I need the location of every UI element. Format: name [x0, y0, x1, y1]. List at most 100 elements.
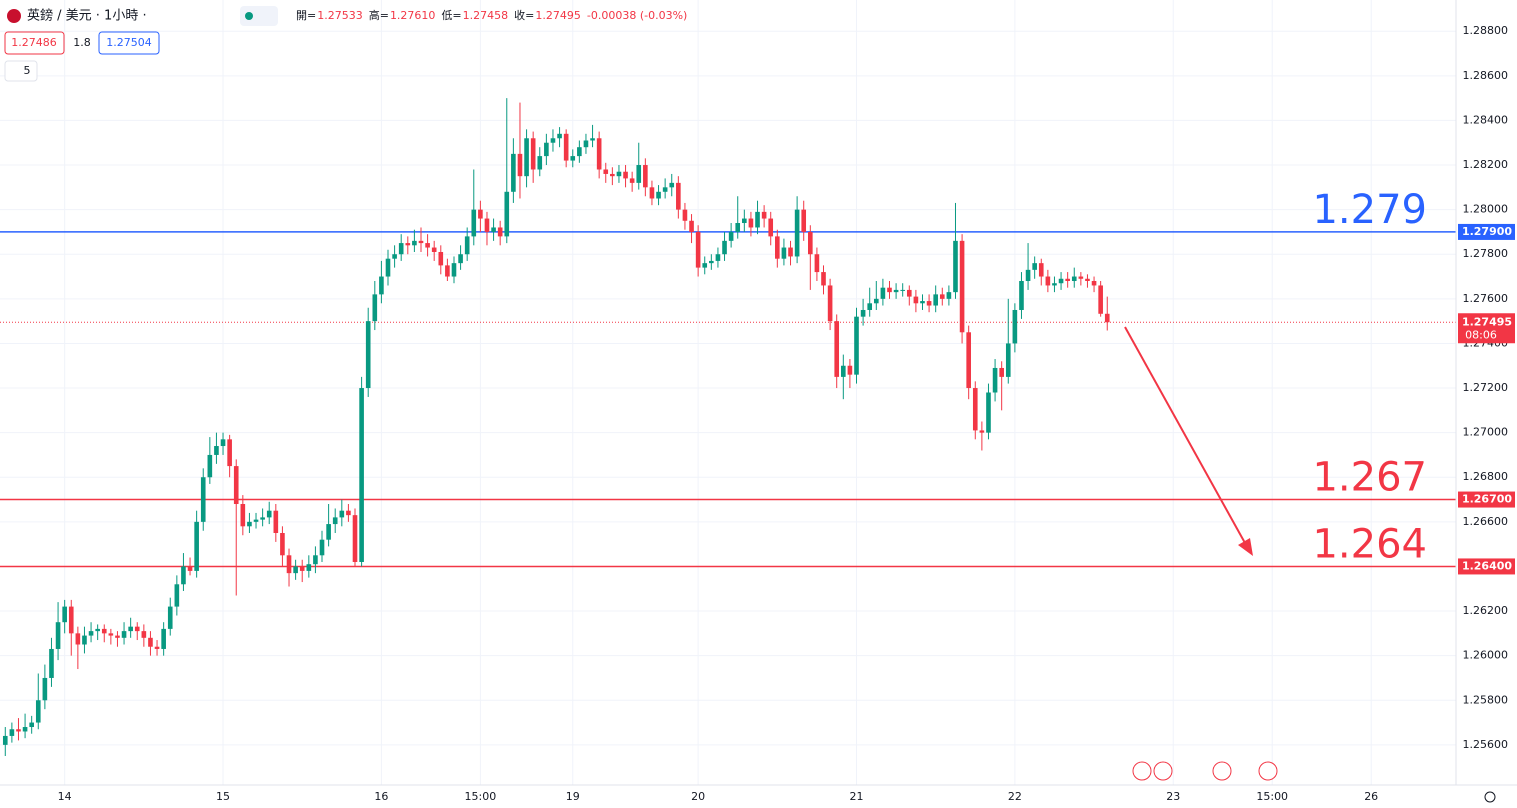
grid	[0, 0, 1456, 785]
candle-body	[682, 209, 688, 221]
y-tick-label: 1.28600	[1463, 69, 1509, 82]
y-tick-label: 1.27800	[1463, 247, 1509, 260]
candle-body	[854, 316, 859, 375]
ohlc-value: 1.27458	[463, 9, 509, 22]
candle-body	[887, 287, 892, 293]
candle-body	[398, 243, 404, 255]
bid-box[interactable]	[4, 31, 65, 55]
candle-body	[154, 646, 160, 649]
levels: 1.279 1.267 1.264	[0, 187, 1456, 567]
candle-body	[966, 332, 971, 389]
candle-body	[121, 631, 127, 638]
candle-body	[405, 243, 411, 246]
candle-body	[1091, 280, 1097, 286]
candle-body	[42, 677, 48, 701]
candle-body	[451, 263, 457, 277]
candle-body	[346, 510, 351, 516]
ohlc-label: 收=	[514, 8, 534, 22]
status-pill[interactable]	[240, 6, 278, 26]
indicators-toggle[interactable]	[4, 60, 38, 82]
candle-body	[999, 367, 1004, 377]
candle-body	[266, 510, 272, 518]
candle-body	[920, 301, 925, 304]
candle-body	[207, 454, 213, 478]
candle-body	[240, 504, 246, 527]
candle-body	[748, 218, 754, 228]
candle-body	[669, 182, 675, 188]
candle-body	[220, 439, 226, 447]
event-icon[interactable]	[1132, 761, 1152, 781]
candle-body	[471, 209, 477, 237]
candle-body	[445, 265, 450, 277]
candle-body	[775, 236, 780, 259]
candle-body	[979, 430, 985, 433]
settings-icon[interactable]	[1484, 791, 1496, 803]
candle-body	[827, 285, 833, 322]
candle-body	[933, 294, 938, 306]
candle-body	[1104, 313, 1110, 323]
candle-body	[134, 626, 140, 632]
event-icon[interactable]	[1258, 761, 1278, 781]
candle-body	[16, 729, 21, 732]
candle-body	[464, 236, 470, 255]
candle-body	[728, 231, 734, 241]
candle-body	[55, 622, 61, 649]
change: -0.00038 (-0.03%)	[587, 9, 687, 22]
candle-body	[458, 254, 463, 264]
y-tick-label: 1.28400	[1463, 113, 1509, 126]
candle-body	[253, 519, 259, 522]
candle-body	[148, 637, 153, 647]
candle-body	[788, 247, 793, 257]
candle-body	[972, 388, 978, 431]
candle-body	[596, 138, 602, 170]
spread: 1.8	[73, 36, 91, 49]
candle-body	[260, 517, 265, 520]
candle-body	[643, 165, 648, 188]
candle-body	[438, 252, 444, 266]
level-label: 1.264	[1312, 521, 1427, 567]
candle-body	[214, 446, 219, 455]
candle-body	[880, 287, 886, 299]
candle-body	[1085, 278, 1090, 281]
candle-body	[372, 294, 378, 322]
event-icon[interactable]	[1153, 761, 1173, 781]
candle-body	[101, 628, 107, 634]
candle-body	[550, 138, 556, 143]
candle-body	[511, 153, 516, 192]
candle-body	[412, 240, 417, 246]
x-tick-label: 16	[374, 790, 388, 803]
ask-box[interactable]	[98, 31, 160, 55]
candle-body	[570, 156, 576, 161]
event-icon[interactable]	[1212, 761, 1232, 781]
candle-body	[385, 258, 391, 277]
candle-body	[88, 631, 94, 636]
candle-body	[992, 367, 998, 393]
candle-body	[959, 240, 965, 333]
candle-body	[755, 211, 760, 228]
candle-body	[418, 240, 424, 244]
last-price-box	[1458, 313, 1515, 344]
x-tick-label: 15:00	[1256, 790, 1288, 803]
y-tick-label: 1.27200	[1463, 381, 1509, 394]
y-tick-label: 1.27600	[1463, 292, 1509, 305]
last-price-label: 1.27495	[1462, 315, 1512, 328]
candle-body	[583, 140, 589, 148]
candle-body	[332, 517, 338, 525]
candle-body	[873, 298, 879, 304]
candle-body	[702, 263, 708, 268]
x-tick-label: 19	[566, 790, 580, 803]
symbol-flag	[7, 9, 21, 23]
candle-body	[906, 289, 912, 297]
candle-body	[656, 191, 661, 199]
candle-body	[629, 178, 635, 183]
symbol: 英鎊 / 美元 · 1小時 ·	[27, 8, 147, 24]
candle-body	[900, 289, 906, 291]
candle-body	[359, 388, 364, 562]
candle-body	[563, 133, 569, 161]
candle-body	[1052, 283, 1057, 286]
candle-body	[95, 628, 100, 632]
candle-body	[1038, 263, 1044, 277]
candle-body	[781, 247, 787, 259]
candle-body	[610, 173, 615, 177]
market-status	[245, 12, 253, 20]
